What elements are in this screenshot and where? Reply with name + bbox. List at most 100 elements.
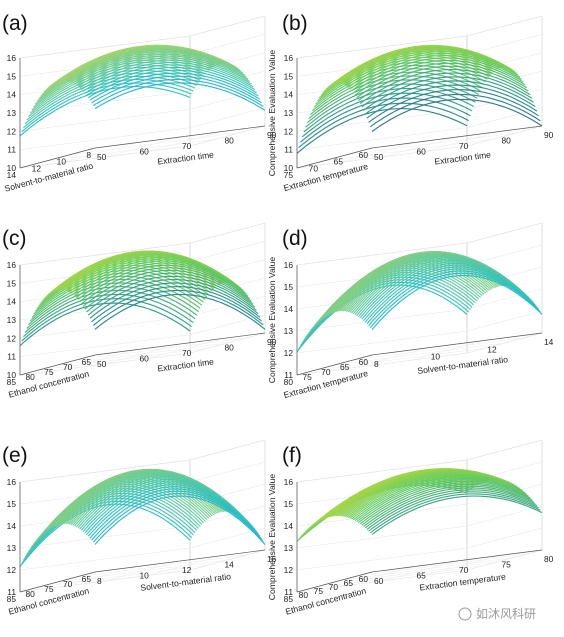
y-axis-line <box>94 125 266 149</box>
surface-strand <box>19 302 191 347</box>
surface-strand <box>72 50 244 84</box>
z-gridline <box>296 310 543 354</box>
surface-strand <box>306 79 478 124</box>
x-tick-label: 85 <box>7 377 17 387</box>
y-tick-label: 70 <box>182 141 192 151</box>
surface-strand <box>351 475 522 520</box>
surface-strand <box>86 66 257 96</box>
z-gridline <box>19 527 266 571</box>
surface-strand <box>75 260 247 299</box>
surface-strand <box>363 76 534 111</box>
surface-strand <box>369 93 541 128</box>
surface-strand <box>366 489 538 530</box>
surface-strand <box>21 82 192 133</box>
z-tick-label: 15 <box>7 499 17 509</box>
x-axis-line <box>19 147 96 169</box>
x-tick-label: 65 <box>334 157 344 167</box>
x-tick-label: 85 <box>284 594 294 604</box>
surface-strand <box>87 69 259 99</box>
z-tick-label: 14 <box>7 521 17 531</box>
x-tick-label: 65 <box>82 574 92 584</box>
z-tick-label: 11 <box>7 587 16 597</box>
y-tick-label: 90 <box>267 337 277 347</box>
surface-strand <box>352 476 524 521</box>
surface-strand <box>349 52 521 90</box>
surface-strand <box>296 108 468 154</box>
surface-strand <box>70 255 242 294</box>
y-tick-label: 70 <box>459 565 469 575</box>
surface-strand <box>92 289 264 326</box>
surface-strand <box>359 482 531 525</box>
z-gridline <box>19 15 266 59</box>
surface-strand <box>368 491 539 532</box>
surface-strand <box>84 272 256 310</box>
surface-strand <box>298 102 469 149</box>
surface-strand <box>89 72 261 101</box>
y-tick-label: 8 <box>97 576 102 586</box>
x-tick-label: 65 <box>344 578 354 588</box>
surface-strand <box>86 275 257 313</box>
z-axis-label: Comprehensive Evaluation Value <box>267 474 277 601</box>
y-tick-label: 90 <box>267 130 277 140</box>
watermark-text: 如沐风科研 <box>476 606 536 621</box>
surface-strand <box>70 49 242 83</box>
z-gridline <box>19 107 266 150</box>
z-tick-label: 12 <box>284 565 294 575</box>
surface-strand <box>84 64 256 94</box>
floor-gridline <box>296 352 468 376</box>
z-gridline <box>19 461 266 505</box>
z-tick-label: 11 <box>284 587 293 597</box>
y-tick-label: 75 <box>502 560 512 570</box>
x-tick-label: 75 <box>44 367 54 377</box>
y-tick-label: 60 <box>417 147 427 157</box>
panel-label: (c) <box>2 227 27 250</box>
z-tick-label: 14 <box>7 90 17 100</box>
floor-gridline <box>104 136 181 158</box>
surface-strand <box>371 495 543 536</box>
surface-strand <box>346 472 517 518</box>
surface-strand <box>69 48 240 83</box>
z-gridline <box>296 288 543 332</box>
response-surface <box>19 250 266 347</box>
surface-strand <box>364 266 536 323</box>
panel-label: (b) <box>282 12 308 35</box>
surface-strand <box>72 256 244 295</box>
z-tick-label: 11 <box>7 145 16 155</box>
x-axis-line <box>296 354 373 376</box>
z-gridline <box>19 505 266 549</box>
x-axis-label: Solvent-to-material ratio <box>3 160 94 193</box>
surface-strand <box>87 486 259 537</box>
y-tick-label: 60 <box>374 576 384 586</box>
z-tick-label: 16 <box>284 477 294 487</box>
floor-gridline <box>147 338 223 359</box>
surface-strand <box>81 59 252 91</box>
z-axis-label: Comprehensive Evaluation Value <box>267 257 277 384</box>
z-tick-label: 10 <box>284 163 294 173</box>
floor-gridline <box>62 566 138 587</box>
z-gridline <box>296 107 543 150</box>
y-tick-label: 60 <box>140 354 150 364</box>
surface-strand <box>364 487 536 529</box>
panel-label: (e) <box>2 444 28 467</box>
x-tick-label: 75 <box>284 170 294 180</box>
axis-lines <box>19 265 266 376</box>
surface-strand <box>311 68 483 112</box>
surface-strand <box>354 59 526 96</box>
surface-strand <box>82 269 254 307</box>
y-tick-label: 50 <box>97 359 107 369</box>
surface-strand <box>89 282 261 319</box>
floor-gridline <box>381 136 458 158</box>
surface-strand <box>91 75 262 104</box>
surface-strand <box>363 264 534 322</box>
z-tick-label: 14 <box>284 90 294 100</box>
z-tick-label: 14 <box>284 521 294 531</box>
z-tick-label: 15 <box>284 499 294 509</box>
z-tick-label: 11 <box>284 145 293 155</box>
y-tick-label: 8 <box>374 359 379 369</box>
floor-gridline <box>353 337 524 361</box>
surface-strand <box>344 48 515 86</box>
response-surface <box>296 251 543 353</box>
axis-lines <box>296 265 543 376</box>
surface-strand <box>77 262 249 301</box>
panel-label: (f) <box>282 444 302 467</box>
